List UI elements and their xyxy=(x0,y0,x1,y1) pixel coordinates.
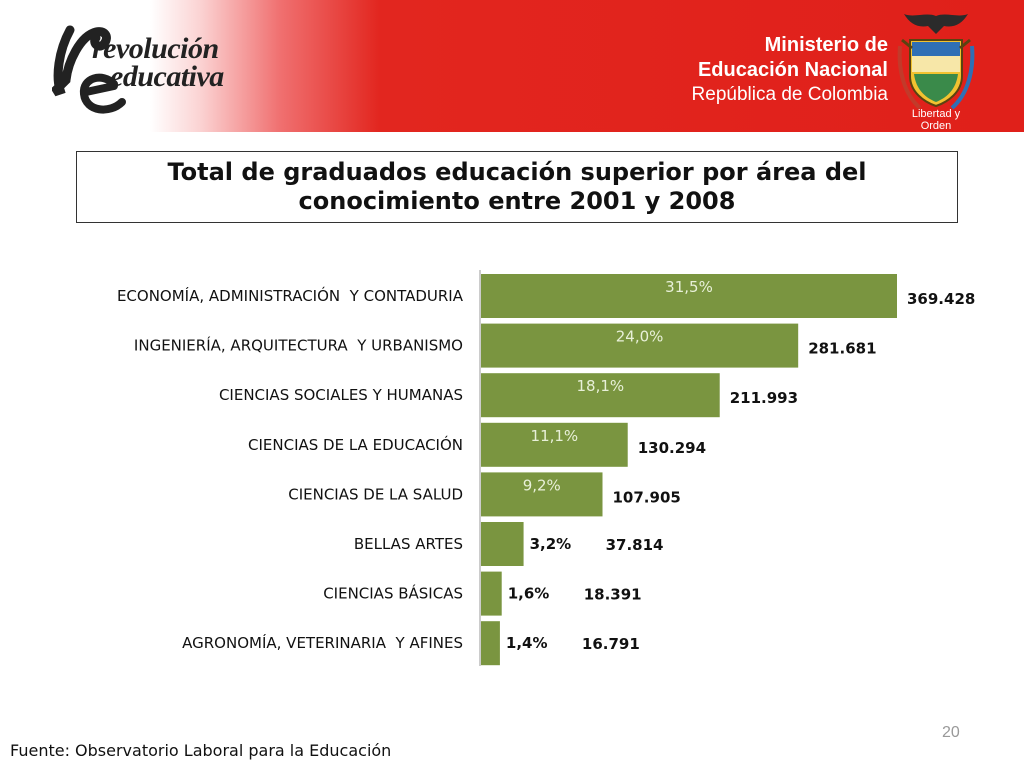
header-banner: revolución educativa Ministerio de Educa… xyxy=(0,0,1024,132)
chart-title: Total de graduados educación superior po… xyxy=(167,158,867,215)
bar xyxy=(481,621,500,666)
ministry-line-1: Ministerio de xyxy=(764,34,888,56)
ministry-name: Ministerio de Educación Nacional Repúbli… xyxy=(692,33,888,107)
value-label: 130.294 xyxy=(638,439,706,457)
logo-re-glyph xyxy=(52,25,126,114)
percent-label: 3,2% xyxy=(530,535,572,553)
bar xyxy=(481,274,897,318)
bar-chart: ECONOMÍA, ADMINISTRACIÓN Y CONTADURIA 31,… xyxy=(117,270,975,666)
motto-text: Libertad y Orden xyxy=(911,108,961,132)
category-label: AGRONOMÍA, VETERINARIA Y AFINES xyxy=(182,633,463,652)
value-label: 211.993 xyxy=(730,389,798,407)
revolucion-educativa-logo: revolución educativa xyxy=(52,22,272,117)
ministry-line-3: República de Colombia xyxy=(691,84,888,105)
ministry-line-2: Educación Nacional xyxy=(697,59,888,81)
bar xyxy=(481,373,720,418)
percent-label: 24,0% xyxy=(616,328,664,346)
value-label: 37.814 xyxy=(606,536,664,554)
percent-label: 9,2% xyxy=(523,476,561,494)
bar xyxy=(481,422,628,467)
category-label: INGENIERÍA, ARQUITECTURA Y URBANISMO xyxy=(134,336,463,355)
category-label: CIENCIAS BÁSICAS xyxy=(323,584,463,603)
category-label: CIENCIAS SOCIALES Y HUMANAS xyxy=(219,386,463,404)
value-label: 16.791 xyxy=(582,635,640,653)
bar xyxy=(481,522,524,566)
value-label: 18.391 xyxy=(584,586,642,604)
percent-label: 1,4% xyxy=(506,634,548,652)
percent-label: 31,5% xyxy=(665,278,713,296)
percent-label: 11,1% xyxy=(531,427,579,445)
source-note: Fuente: Observatorio Laboral para la Edu… xyxy=(10,741,392,760)
bar xyxy=(481,323,799,368)
logo-line-1: revolución xyxy=(92,32,219,65)
chart-title-box: Total de graduados educación superior po… xyxy=(76,151,958,223)
bar xyxy=(481,472,603,517)
category-label: CIENCIAS DE LA SALUD xyxy=(288,485,463,503)
category-label: BELLAS ARTES xyxy=(354,535,463,553)
value-label: 281.681 xyxy=(808,340,876,358)
logo-line-2: educativa xyxy=(110,60,224,93)
colombia-coat-of-arms-icon xyxy=(897,14,975,110)
percent-label: 1,6% xyxy=(508,585,550,603)
percent-label: 18,1% xyxy=(577,377,625,395)
page-number: 20 xyxy=(942,724,960,741)
category-label: ECONOMÍA, ADMINISTRACIÓN Y CONTADURIA xyxy=(117,286,464,305)
bar xyxy=(481,571,502,616)
value-label: 107.905 xyxy=(613,488,681,506)
value-label: 369.428 xyxy=(907,290,975,308)
category-label: CIENCIAS DE LA EDUCACIÓN xyxy=(248,435,463,454)
